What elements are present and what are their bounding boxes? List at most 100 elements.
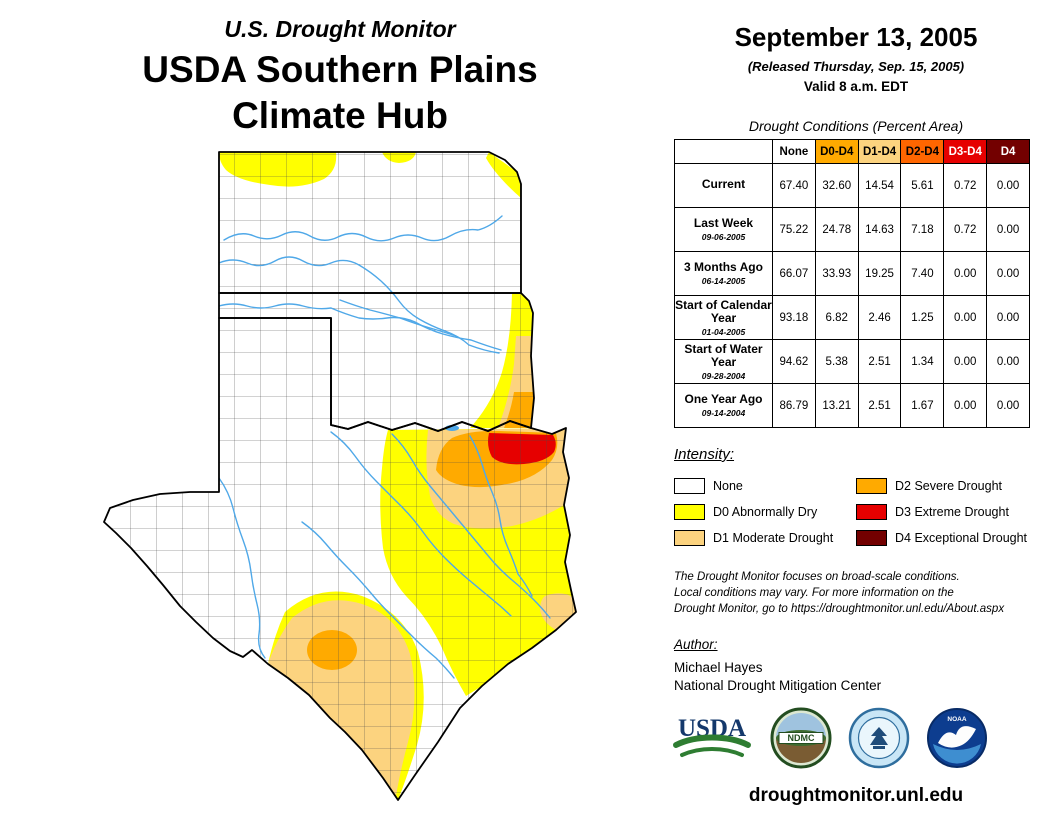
stat-cell: 2.46 [857, 295, 902, 340]
stat-cell: 0.00 [986, 163, 1030, 208]
legend-label: D2 Severe Drought [895, 479, 1003, 493]
svg-text:NOAA: NOAA [947, 716, 966, 723]
stat-cell: 6.82 [814, 295, 859, 340]
legend-label: D4 Exceptional Drought [895, 531, 1028, 545]
legend-label: D1 Moderate Drought [713, 531, 834, 545]
stat-cell: 32.60 [814, 163, 859, 208]
noaa-logo: NOAA [927, 708, 987, 768]
drought-map [103, 151, 577, 801]
table-row-start-water-year: Start of Water Year 09-28-2004 94.62 5.38… [674, 339, 1030, 384]
legend-item-d0: D0 Abnormally Dry [674, 504, 856, 520]
col-header-none: None [772, 139, 816, 164]
legend-item-d1: D1 Moderate Drought [674, 530, 856, 546]
stat-cell: 19.25 [857, 251, 902, 296]
county-grid [104, 152, 576, 800]
stat-cell: 33.93 [814, 251, 859, 296]
stat-cell: 66.07 [772, 251, 816, 296]
stat-cell: 14.54 [857, 163, 902, 208]
stat-cell: 1.25 [900, 295, 945, 340]
legend-swatch-d0 [674, 504, 705, 520]
disclaimer: The Drought Monitor focuses on broad-sca… [674, 569, 1052, 617]
drought-conditions-table: None D0-D4 D1-D4 D2-D4 D3-D4 D4 Current … [674, 139, 1030, 428]
stat-cell: 2.51 [857, 383, 902, 428]
drought-monitor-url[interactable]: droughtmonitor.unl.edu [748, 785, 964, 806]
stat-cell: 7.18 [900, 207, 945, 252]
col-header-d2d4: D2-D4 [900, 139, 945, 164]
row-label: Last Week 09-06-2005 [674, 207, 773, 252]
stat-cell: 1.34 [900, 339, 945, 384]
intensity-legend-title: Intensity: [674, 446, 735, 463]
stat-cell: 1.67 [900, 383, 945, 428]
row-label: Start of Water Year 09-28-2004 [674, 339, 773, 384]
row-label: 3 Months Ago 06-14-2005 [674, 251, 773, 296]
col-header-d3d4: D3-D4 [943, 139, 988, 164]
stat-cell: 5.38 [814, 339, 859, 384]
stat-cell: 0.00 [943, 383, 988, 428]
stat-cell: 0.72 [943, 163, 988, 208]
commerce-seal-logo [848, 707, 910, 769]
author-name: Michael Hayes [674, 660, 763, 675]
stat-cell: 14.63 [857, 207, 902, 252]
logo-row: USDA NDMC [670, 707, 1052, 769]
row-label: Start of Calendar Year 01-04-2005 [674, 295, 773, 340]
valid-time: Valid 8 a.m. EDT [803, 79, 909, 94]
stat-cell: 7.40 [900, 251, 945, 296]
stat-cell: 0.00 [986, 339, 1030, 384]
stat-cell: 93.18 [772, 295, 816, 340]
stat-cell: 24.78 [814, 207, 859, 252]
row-label: Current [674, 163, 773, 208]
legend-label: None [713, 479, 743, 493]
table-row-last-week: Last Week 09-06-2005 75.22 24.78 14.63 7.… [674, 207, 1030, 252]
stat-cell: 13.21 [814, 383, 859, 428]
col-header-d1d4: D1-D4 [857, 139, 902, 164]
table-row-3-months-ago: 3 Months Ago 06-14-2005 66.07 33.93 19.25… [674, 251, 1030, 296]
stat-cell: 0.00 [986, 251, 1030, 296]
right-column: September 13, 2005 (Released Thursday, S… [660, 22, 1052, 807]
legend-item-d4: D4 Exceptional Drought [856, 530, 1056, 546]
col-header-d0d4: D0-D4 [814, 139, 859, 164]
table-corner-cell [674, 139, 773, 164]
legend-swatch-d2 [856, 478, 887, 494]
map-date: September 13, 2005 [734, 22, 978, 52]
stat-cell: 86.79 [772, 383, 816, 428]
legend-item-d3: D3 Extreme Drought [856, 504, 1056, 520]
eagle-emblem-icon [870, 727, 888, 745]
table-row-start-calendar-year: Start of Calendar Year 01-04-2005 93.18 6… [674, 295, 1030, 340]
legend-swatch-d1 [674, 530, 705, 546]
disclaimer-line: Local conditions may vary. For more info… [674, 587, 954, 599]
svg-text:NDMC: NDMC [788, 733, 815, 743]
legend-swatch-d4 [856, 530, 887, 546]
stat-cell: 0.72 [943, 207, 988, 252]
disclaimer-line: Drought Monitor, go to https://droughtmo… [674, 603, 1005, 615]
legend-item-d2: D2 Severe Drought [856, 478, 1056, 494]
stat-cell: 75.22 [772, 207, 816, 252]
stat-cell: 0.00 [986, 207, 1030, 252]
state-borders [103, 151, 577, 801]
legend-label: D0 Abnormally Dry [713, 505, 818, 519]
legend-item-none: None [674, 478, 856, 494]
table-header-row: None D0-D4 D1-D4 D2-D4 D3-D4 D4 [674, 139, 1030, 164]
hub-title-line1: USDA Southern Plains [142, 49, 538, 90]
stat-cell: 0.00 [943, 339, 988, 384]
stat-cell: 2.51 [857, 339, 902, 384]
row-label: One Year Ago 09-14-2004 [674, 383, 773, 428]
hub-title-line2: Climate Hub [232, 95, 448, 136]
stat-cell: 0.00 [943, 295, 988, 340]
stat-cell: 0.00 [986, 383, 1030, 428]
usda-logo: USDA [673, 715, 751, 757]
col-header-d4: D4 [986, 139, 1030, 164]
released-date: (Released Thursday, Sep. 15, 2005) [747, 59, 965, 74]
table-title: Drought Conditions (Percent Area) [748, 118, 964, 134]
stat-cell: 5.61 [900, 163, 945, 208]
monitor-title: U.S. Drought Monitor [224, 16, 456, 42]
legend-swatch-none [674, 478, 705, 494]
rivers [218, 215, 551, 679]
stat-cell: 67.40 [772, 163, 816, 208]
disclaimer-line: The Drought Monitor focuses on broad-sca… [674, 571, 960, 583]
author-organization: National Drought Mitigation Center [674, 678, 882, 693]
legend-label: D3 Extreme Drought [895, 505, 1009, 519]
ndmc-logo: NDMC [770, 707, 832, 769]
stat-cell: 0.00 [986, 295, 1030, 340]
table-row-one-year-ago: One Year Ago 09-14-2004 86.79 13.21 2.51 … [674, 383, 1030, 428]
